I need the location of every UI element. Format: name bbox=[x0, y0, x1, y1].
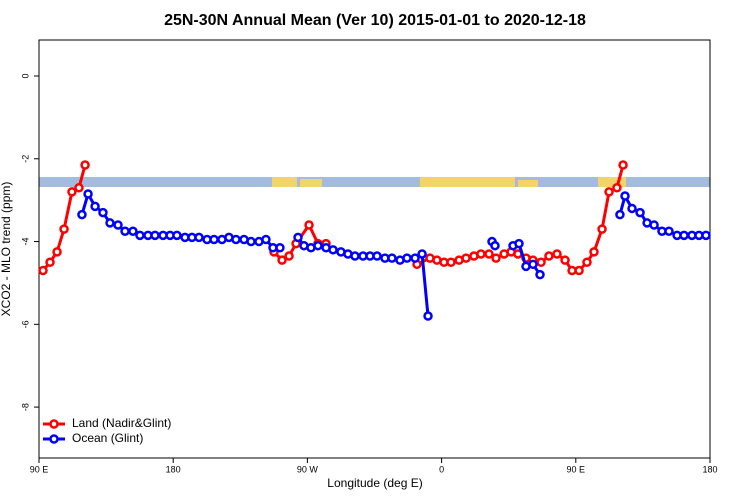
data-point bbox=[194, 232, 204, 243]
data-point bbox=[627, 203, 637, 214]
legend-label: Ocean (Glint) bbox=[72, 431, 143, 445]
data-point bbox=[410, 253, 420, 263]
data-point bbox=[701, 230, 711, 241]
data-point bbox=[490, 240, 500, 251]
data-point bbox=[589, 247, 599, 257]
data-point bbox=[604, 187, 614, 197]
data-point bbox=[514, 238, 524, 249]
data-point bbox=[150, 230, 160, 241]
x-tick-label: 90 E bbox=[30, 464, 49, 474]
data-point bbox=[664, 226, 674, 236]
data-point bbox=[612, 182, 622, 193]
data-point bbox=[615, 209, 625, 220]
data-point bbox=[120, 226, 130, 236]
data-point bbox=[649, 220, 659, 230]
data-point bbox=[304, 220, 314, 230]
data-point bbox=[544, 251, 554, 261]
legend-marker bbox=[49, 419, 59, 429]
data-point bbox=[52, 247, 62, 257]
data-point bbox=[209, 234, 219, 245]
y-tick-label: -2 bbox=[20, 155, 30, 163]
x-tick-label: 180 bbox=[166, 464, 181, 474]
legend: Land (Nadir&Glint)Ocean (Glint) bbox=[43, 416, 171, 445]
legend-label: Land (Nadir&Glint) bbox=[72, 416, 171, 430]
data-point bbox=[246, 236, 256, 247]
x-axis-label: Longitude (deg E) bbox=[327, 476, 422, 490]
data-point bbox=[45, 257, 55, 267]
data-point bbox=[582, 257, 592, 267]
data-point bbox=[560, 255, 570, 265]
data-point bbox=[313, 240, 323, 251]
data-point bbox=[574, 265, 584, 276]
data-point bbox=[679, 230, 689, 241]
data-point bbox=[491, 253, 501, 263]
data-point bbox=[387, 253, 397, 263]
data-point bbox=[446, 257, 456, 267]
data-point bbox=[284, 251, 294, 261]
data-point bbox=[423, 311, 433, 321]
chart-title: 25N-30N Annual Mean (Ver 10) 2015-01-01 … bbox=[164, 12, 586, 29]
data-point bbox=[293, 232, 303, 243]
data-point bbox=[38, 265, 48, 276]
data-point bbox=[461, 253, 471, 263]
legend-marker bbox=[49, 434, 59, 444]
data-point bbox=[417, 249, 427, 259]
data-point bbox=[536, 257, 546, 267]
data-point bbox=[476, 249, 486, 259]
data-point bbox=[620, 191, 630, 201]
x-tick-label: 180 bbox=[702, 464, 717, 474]
data-point bbox=[83, 189, 93, 199]
plot-frame bbox=[38, 39, 711, 459]
data-point bbox=[277, 255, 287, 265]
data-point bbox=[484, 249, 494, 259]
data-point bbox=[635, 207, 645, 218]
data-point bbox=[618, 160, 628, 170]
data-point bbox=[67, 187, 77, 197]
data-point bbox=[172, 230, 182, 241]
y-tick-label: -4 bbox=[20, 238, 30, 246]
y-tick-label: -8 bbox=[20, 403, 30, 411]
x-tick-label: 90 W bbox=[297, 464, 319, 474]
data-point bbox=[74, 182, 84, 193]
data-point bbox=[90, 201, 100, 212]
data-point bbox=[128, 226, 138, 236]
data-point bbox=[77, 209, 87, 220]
y-tick-label: 0 bbox=[20, 73, 30, 78]
data-point bbox=[98, 207, 108, 218]
data-point bbox=[535, 269, 545, 280]
data-point bbox=[231, 234, 241, 245]
data-point bbox=[275, 243, 285, 253]
map-strip bbox=[39, 177, 710, 187]
y-axis-label: XCO2 - MLO trend (ppm) bbox=[0, 182, 13, 317]
y-tick-label: -6 bbox=[20, 320, 30, 328]
data-point bbox=[552, 249, 562, 259]
data-point bbox=[402, 253, 412, 263]
data-point bbox=[328, 245, 338, 255]
data-point bbox=[113, 220, 123, 230]
x-tick-label: 90 E bbox=[567, 464, 586, 474]
data-point bbox=[372, 251, 382, 261]
data-point bbox=[261, 234, 271, 245]
data-point bbox=[105, 218, 115, 228]
x-tick-label: 0 bbox=[439, 464, 444, 474]
data-point bbox=[350, 251, 360, 261]
data-point bbox=[59, 224, 69, 234]
data-point bbox=[80, 160, 90, 170]
data-point bbox=[528, 259, 538, 270]
data-point bbox=[597, 224, 607, 234]
data-point bbox=[135, 230, 145, 241]
